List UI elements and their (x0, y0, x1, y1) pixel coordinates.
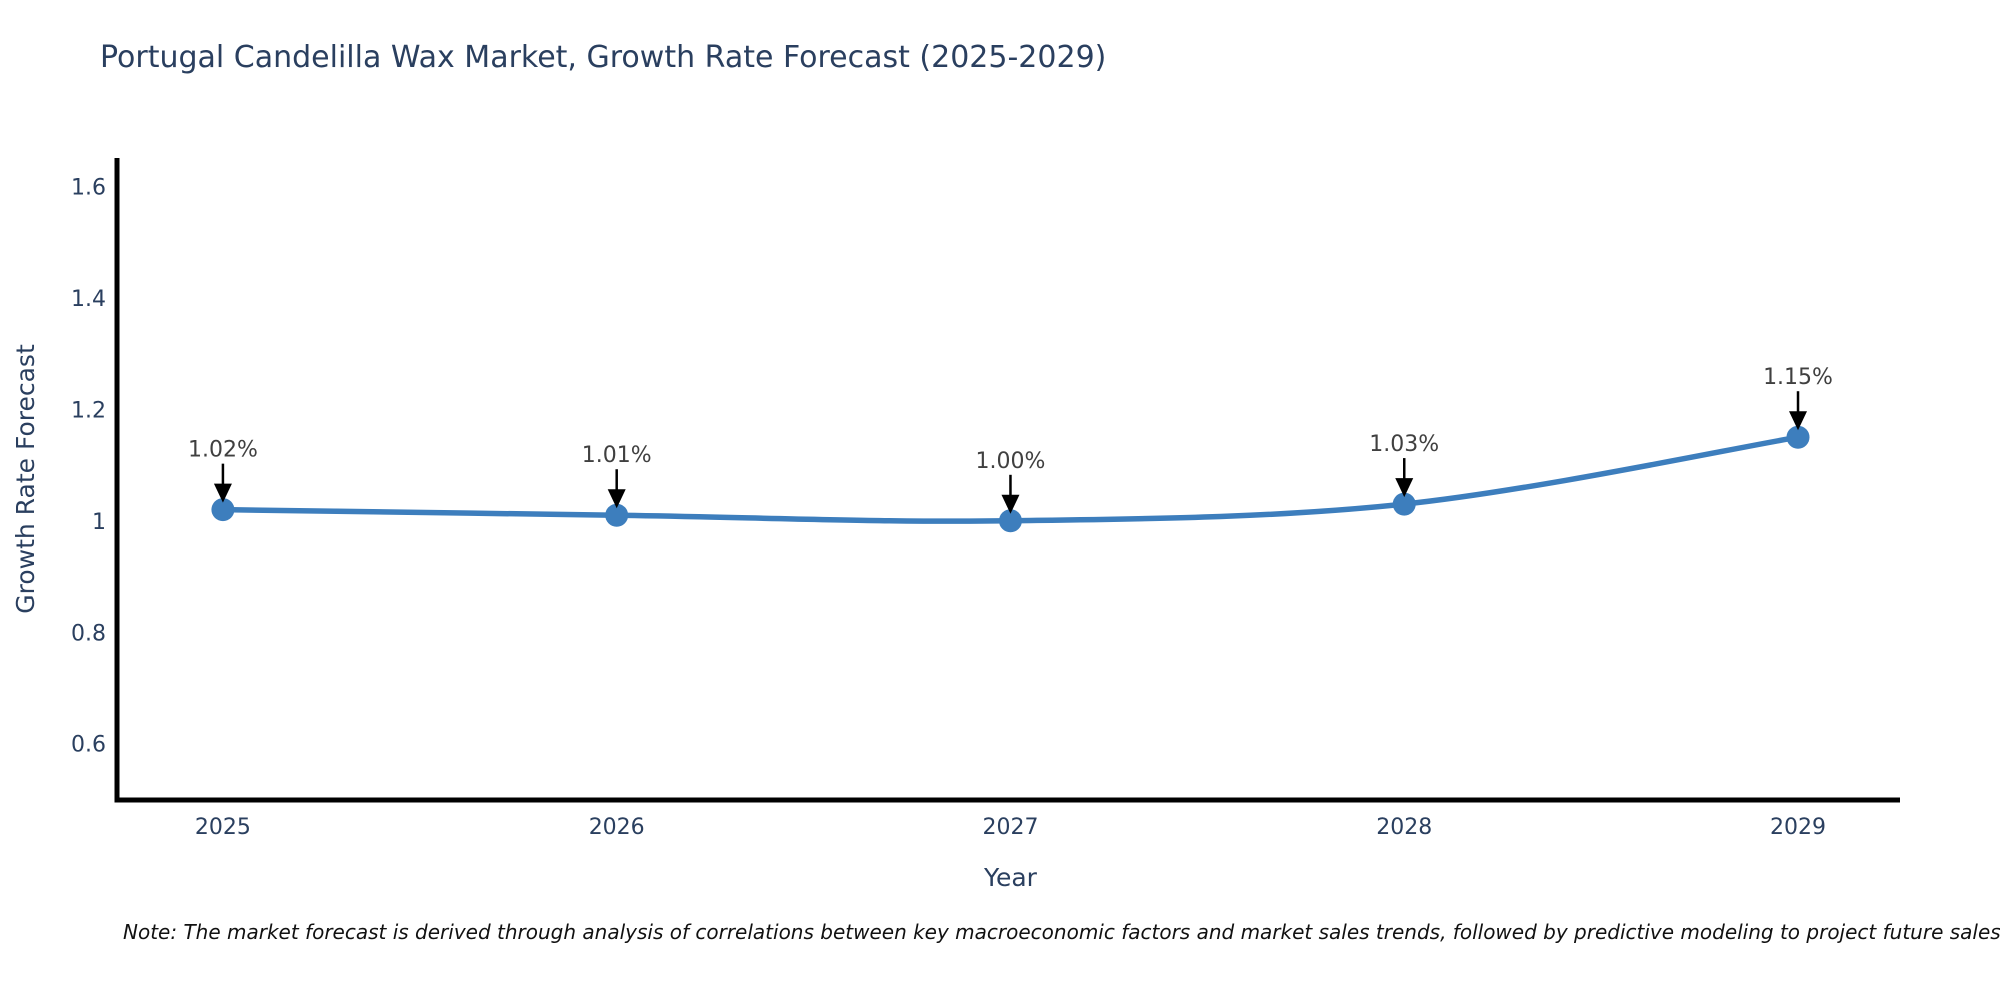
x-tick-label: 2026 (589, 815, 645, 840)
x-tick-label: 2028 (1376, 815, 1432, 840)
annotation-arrowhead (1789, 411, 1808, 431)
x-tick-label: 2025 (195, 815, 251, 840)
data-point (1392, 492, 1416, 516)
annotation-arrowhead (1001, 494, 1020, 514)
point-annotation: 1.01% (582, 443, 652, 468)
chart-title: Portugal Candelilla Wax Market, Growth R… (100, 40, 1107, 75)
x-tick-label: 2027 (982, 815, 1038, 840)
y-tick-label: 1.6 (71, 175, 106, 200)
y-tick-label: 0.8 (71, 621, 106, 646)
annotation-arrowhead (1395, 478, 1414, 498)
y-axis-title: Growth Rate Forecast (11, 344, 40, 614)
data-point (1786, 425, 1810, 449)
data-point (211, 498, 235, 522)
point-annotation: 1.00% (976, 449, 1046, 474)
data-point (605, 503, 629, 527)
annotation-arrowhead (213, 483, 232, 503)
footnote: Note: The market forecast is derived thr… (123, 920, 2000, 944)
annotation-arrowhead (607, 489, 626, 509)
x-tick-label: 2029 (1770, 815, 1826, 840)
point-annotation: 1.15% (1763, 365, 1833, 390)
y-tick-label: 0.6 (71, 733, 106, 758)
y-tick-label: 1 (92, 510, 106, 535)
point-annotation: 1.02% (188, 438, 258, 463)
y-tick-label: 1.2 (71, 398, 106, 423)
point-annotation: 1.03% (1369, 432, 1439, 457)
x-axis-title: Year (983, 863, 1038, 892)
y-tick-label: 1.4 (71, 287, 106, 312)
data-point (998, 509, 1022, 533)
